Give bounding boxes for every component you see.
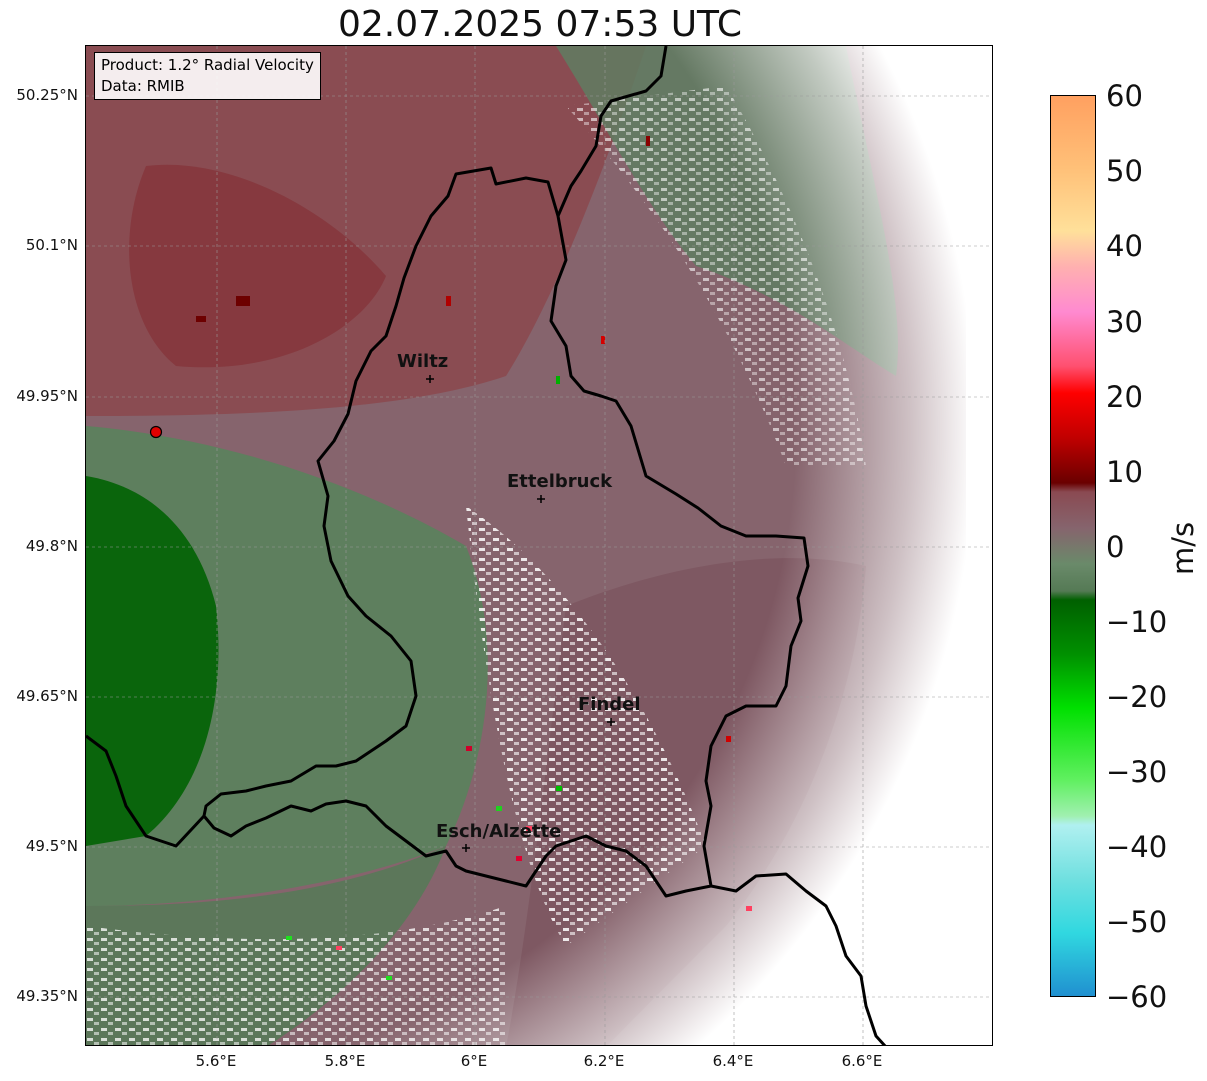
product-info-box: Product: 1.2° Radial Velocity Data: RMIB [94, 52, 321, 100]
y-tick: 49.8°N [25, 537, 78, 555]
colorbar-tick: −20 [1106, 680, 1168, 714]
colorbar-unit-label: m/s [1166, 521, 1200, 575]
colorbar-tick: 60 [1106, 79, 1143, 113]
colorbar-tick: −40 [1106, 830, 1168, 864]
velocity-speckles [196, 136, 752, 980]
y-tick: 49.35°N [16, 987, 78, 1005]
city-label-ettelbruck: Ettelbruck [507, 471, 613, 492]
y-tick: 49.65°N [16, 687, 78, 705]
colorbar-tick: 30 [1106, 305, 1143, 339]
y-tick: 50.25°N [16, 86, 78, 104]
colorbar-tick: −10 [1106, 605, 1168, 639]
x-tick: 6°E [460, 1052, 488, 1070]
colorbar-tick: 0 [1106, 530, 1125, 564]
france-border [86, 734, 206, 848]
map-title: 02.07.2025 07:53 UTC [337, 4, 743, 45]
colorbar-tick: −60 [1106, 980, 1168, 1014]
germany-border [556, 46, 668, 217]
colorbar-tick: 20 [1106, 380, 1143, 414]
y-tick: 49.5°N [25, 837, 78, 855]
x-tick: 5.6°E [195, 1052, 237, 1070]
luxembourg-border [202, 166, 810, 898]
data-source-label: Data: RMIB [101, 77, 185, 95]
radar-map[interactable] [85, 45, 993, 1046]
colorbar-tick: 50 [1106, 154, 1143, 188]
radar-site-marker [149, 425, 163, 439]
y-tick: 49.95°N [16, 387, 78, 405]
colorbar-tick: −30 [1106, 755, 1168, 789]
product-label: Product: 1.2° Radial Velocity [101, 56, 314, 74]
radar-velocity-layer [86, 46, 992, 1045]
city-label-esch-alzette: Esch/Alzette [436, 821, 562, 842]
city-markers [426, 375, 615, 852]
x-tick: 6.2°E [583, 1052, 625, 1070]
city-label-wiltz: Wiltz [397, 351, 449, 372]
colorbar-tick: 10 [1106, 455, 1143, 489]
colorbar [1050, 95, 1096, 997]
germany-border-south [710, 872, 887, 1045]
x-tick: 5.8°E [324, 1052, 366, 1070]
x-tick: 6.6°E [841, 1052, 883, 1070]
city-label-findel: Findel [578, 694, 641, 715]
x-tick: 6.4°E [712, 1052, 754, 1070]
colorbar-tick: 40 [1106, 229, 1143, 263]
colorbar-tick: −50 [1106, 905, 1168, 939]
y-tick: 50.1°N [25, 236, 78, 254]
